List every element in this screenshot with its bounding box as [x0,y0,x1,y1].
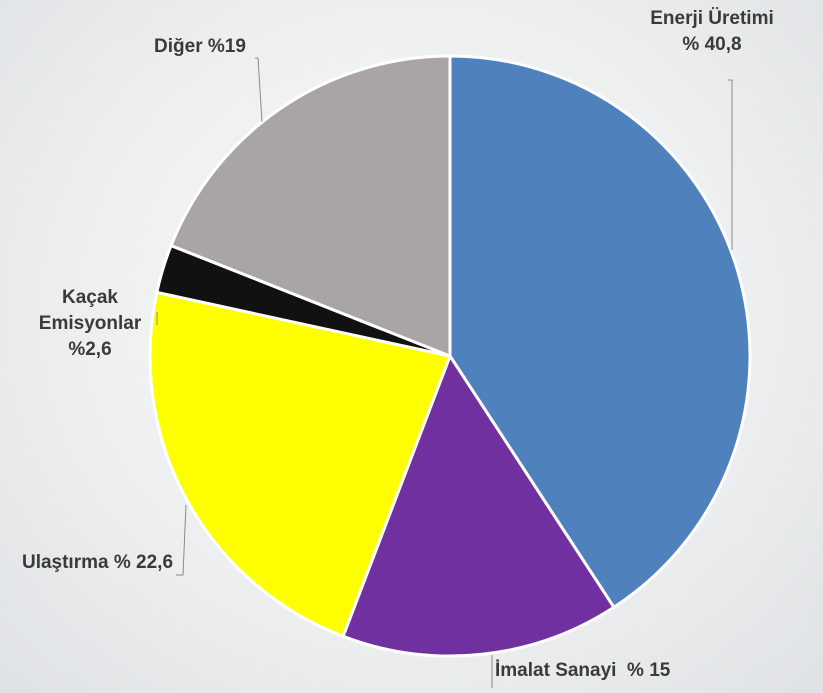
slice-label: Kaçak Emisyonlar %2,6 [20,285,160,363]
slice-label: İmalat Sanayi % 15 [495,658,815,684]
category-label: Diğer [154,36,203,57]
category-label: Enerji Üretimi [650,8,774,29]
value-label: %2,6 [68,339,112,360]
pie-slice [341,354,616,658]
pie-slice [148,290,452,638]
pie-slice [169,54,452,358]
leader-line [176,504,187,576]
leader-line [255,57,263,123]
slice-label: Ulaştırma % 22,6 [10,550,185,576]
value-label: % 22,6 [113,552,174,573]
category-label: Kaçak Emisyonlar [38,287,142,334]
leader-line [728,79,733,250]
leader-lines [156,57,733,688]
category-label: Ulaştırma [21,552,109,573]
slice-label: Enerji Üretimi % 40,8 [622,6,802,58]
category-label: İmalat Sanayi [495,660,617,681]
value-label: % 40,8 [682,34,742,55]
slices [148,54,752,658]
value-label: % 15 [627,660,671,681]
value-label: %19 [207,36,246,57]
slice-label: Diğer %19 [120,34,280,60]
